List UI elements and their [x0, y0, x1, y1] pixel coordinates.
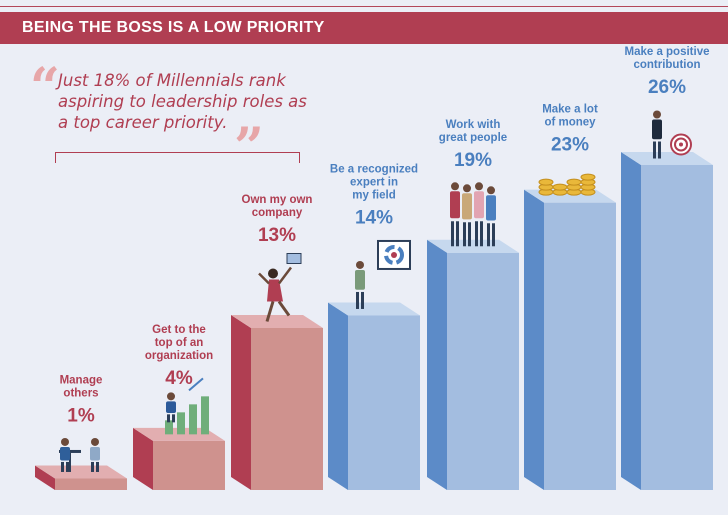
bar-side	[524, 189, 544, 490]
category-label: Make a positive	[624, 46, 709, 58]
category-label: company	[252, 207, 303, 219]
coin-stacks-icon	[538, 173, 596, 196]
bar-side	[328, 302, 348, 490]
quote-bracket	[55, 152, 300, 163]
bar-top	[35, 465, 127, 479]
category-label: Get to the	[152, 324, 206, 336]
group-of-people-icon	[450, 182, 496, 247]
category-label: of money	[544, 117, 596, 129]
category-label: organization	[145, 350, 213, 362]
category-label: Work with	[446, 119, 501, 131]
bar-front	[447, 252, 519, 490]
bar-top	[231, 315, 323, 328]
bar-front	[348, 315, 420, 490]
bar-3	[231, 315, 323, 490]
bar-top	[621, 152, 713, 165]
category-label: top of an	[155, 337, 204, 349]
category-label: great people	[439, 132, 507, 144]
bar-1	[35, 465, 127, 490]
bar-side	[231, 315, 251, 490]
bar-side	[427, 239, 447, 490]
category-label: contribution	[633, 59, 700, 71]
category-label: others	[63, 387, 98, 399]
category-label: expert in	[350, 176, 398, 188]
bar-front	[544, 202, 616, 490]
presenter-icon	[355, 239, 411, 309]
running-woman-icon	[258, 253, 302, 322]
bar-side	[621, 152, 641, 490]
bar-2	[133, 427, 225, 490]
bar-front	[153, 440, 225, 490]
value-label: 4%	[165, 368, 193, 389]
value-label: 26%	[648, 77, 686, 98]
bar-5	[427, 239, 519, 490]
category-label: Own my own	[242, 194, 313, 206]
bar-6	[524, 189, 616, 490]
bar-front	[641, 165, 713, 490]
value-label: 23%	[551, 135, 589, 156]
bar-4	[328, 302, 420, 490]
value-label: 1%	[67, 405, 95, 426]
value-label: 13%	[258, 225, 296, 246]
bar-7	[621, 152, 713, 490]
open-quote-icon: “	[30, 57, 60, 118]
bar-top	[328, 302, 420, 316]
category-label: Manage	[60, 374, 103, 386]
bar-front	[251, 328, 323, 490]
value-label: 14%	[355, 207, 393, 228]
meeting-people-icon	[59, 437, 100, 472]
close-quote-icon: ”	[234, 117, 264, 178]
businessman-target-icon	[652, 110, 692, 159]
top-rule	[0, 6, 728, 7]
quote-text: Just 18% of Millennials rank aspiring to…	[58, 71, 307, 132]
bar-front	[55, 478, 127, 490]
page-title: BEING THE BOSS IS A LOW PRIORITY	[0, 12, 728, 44]
category-label: Be a recognized	[330, 163, 418, 175]
bar-side	[35, 465, 55, 490]
value-label: 19%	[454, 150, 492, 171]
category-label: Make a lot	[542, 104, 598, 116]
category-label: my field	[352, 189, 395, 201]
climbing-man-icon	[165, 377, 209, 435]
bar-top	[427, 239, 519, 253]
bar-side	[133, 427, 153, 490]
